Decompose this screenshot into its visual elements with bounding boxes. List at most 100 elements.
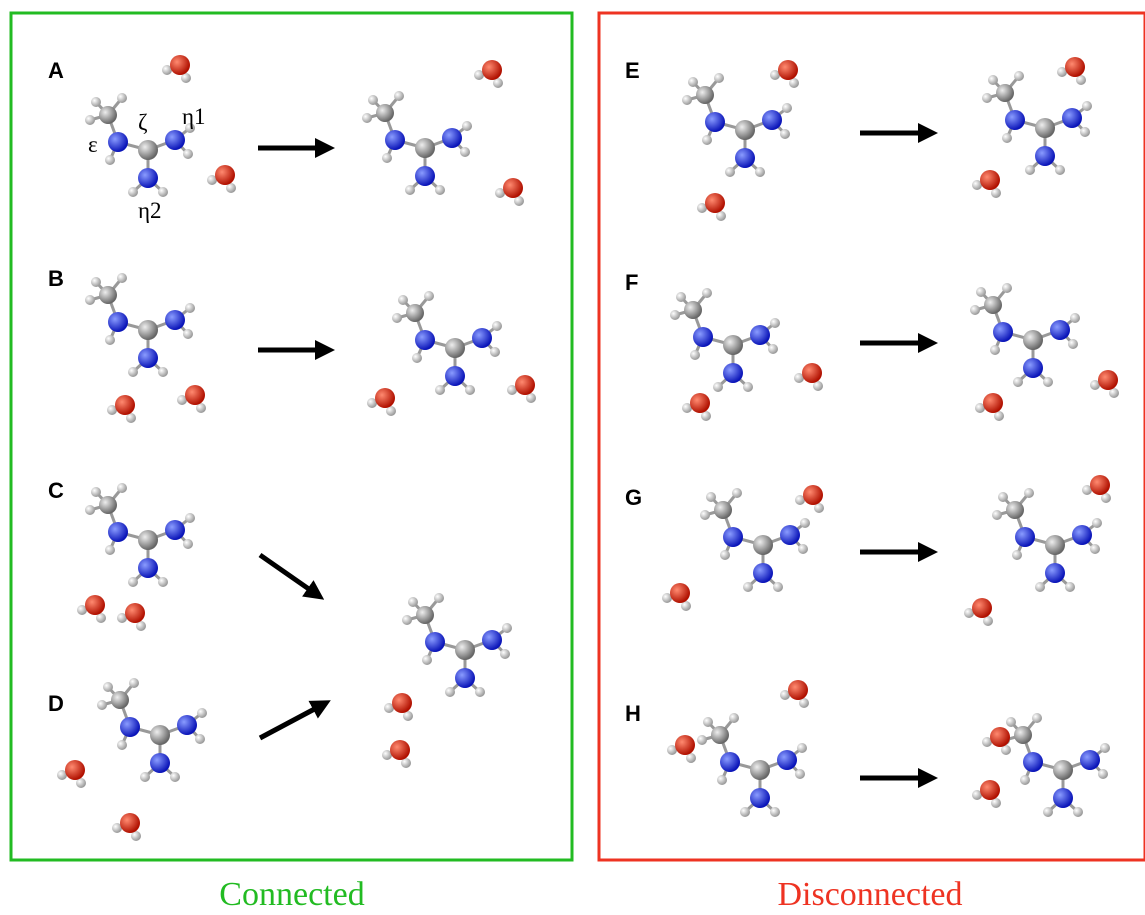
nitrogen [150, 753, 170, 773]
hydrogen [105, 155, 115, 165]
hydrogen [770, 318, 780, 328]
oxygen [802, 363, 822, 383]
hydrogen [702, 135, 712, 145]
nitrogen [753, 563, 773, 583]
hydrogen [700, 510, 710, 520]
carbon [714, 501, 732, 519]
oxygen [1065, 57, 1085, 77]
hydrogen [795, 769, 805, 779]
hydrogen [183, 149, 193, 159]
hydrogen [117, 93, 127, 103]
nitrogen [120, 717, 140, 737]
figure: A B C D E F G H ε ζ η1 η2 Connected Disc… [0, 0, 1145, 915]
carbon [753, 535, 773, 555]
oxygen [125, 603, 145, 623]
nitrogen [750, 325, 770, 345]
hydrogen [720, 550, 730, 560]
hydrogen [755, 167, 765, 177]
hydrogen [85, 115, 95, 125]
hydrogen [1068, 339, 1078, 349]
hydrogen [976, 287, 986, 297]
hydrogen [91, 97, 101, 107]
hydrogen [158, 577, 168, 587]
oxygen [390, 740, 410, 760]
oxygen [185, 385, 205, 405]
nitrogen [138, 558, 158, 578]
nitrogen [1050, 320, 1070, 340]
nitrogen [1053, 788, 1073, 808]
hydrogen [1002, 133, 1012, 143]
panel-label: D [48, 691, 64, 716]
carbon [1045, 535, 1065, 555]
nitrogen [693, 327, 713, 347]
hydrogen [1024, 488, 1034, 498]
hydrogen [1012, 550, 1022, 560]
nitrogen [1023, 358, 1043, 378]
molecules [57, 55, 1119, 841]
carbon [415, 138, 435, 158]
oxygen [375, 388, 395, 408]
hydrogen [676, 292, 686, 302]
carbon [406, 304, 424, 322]
hydrogen [743, 582, 753, 592]
hydrogen [725, 167, 735, 177]
hydrogen [129, 678, 139, 688]
nitrogen [780, 525, 800, 545]
hydrogen [1092, 518, 1102, 528]
group-title: Disconnected [777, 876, 962, 913]
hydrogen [117, 483, 127, 493]
nitrogen [720, 752, 740, 772]
hydrogen [170, 772, 180, 782]
nitrogen [1062, 108, 1082, 128]
hydrogen [1073, 807, 1083, 817]
nitrogen [1072, 525, 1092, 545]
hydrogen [392, 313, 402, 323]
hydrogen [97, 700, 107, 710]
hydrogen [103, 682, 113, 692]
hydrogen [362, 113, 372, 123]
atom-label: ζ [138, 110, 148, 135]
nitrogen [138, 348, 158, 368]
hydrogen [1014, 71, 1024, 81]
carbon [1053, 760, 1073, 780]
hydrogen [475, 687, 485, 697]
hydrogen [797, 743, 807, 753]
hydrogen [412, 353, 422, 363]
hydrogen [445, 687, 455, 697]
hydrogen [670, 310, 680, 320]
hydrogen [500, 649, 510, 659]
oxygen [972, 598, 992, 618]
hydrogen [690, 350, 700, 360]
hydrogen [702, 288, 712, 298]
panel-label: G [625, 485, 642, 510]
nitrogen [705, 112, 725, 132]
carbon [455, 640, 475, 660]
nitrogen [762, 110, 782, 130]
hydrogen [105, 335, 115, 345]
oxygen [990, 727, 1010, 747]
hydrogen [394, 91, 404, 101]
nitrogen [165, 520, 185, 540]
hydrogen [91, 487, 101, 497]
hydrogen [782, 103, 792, 113]
hydrogen [435, 185, 445, 195]
hydrogen [703, 717, 713, 727]
oxygen [85, 595, 105, 615]
nitrogen [482, 630, 502, 650]
hydrogen [460, 147, 470, 157]
carbon [750, 760, 770, 780]
hydrogen [185, 513, 195, 523]
oxygen [670, 583, 690, 603]
panel-label: A [48, 58, 64, 83]
carbon [984, 296, 1002, 314]
hydrogen [117, 273, 127, 283]
hydrogen [85, 505, 95, 515]
hydrogen [1043, 377, 1053, 387]
carbon [996, 84, 1014, 102]
oxygen [1090, 475, 1110, 495]
hydrogen [117, 740, 127, 750]
carbon [150, 725, 170, 745]
hydrogen [1032, 713, 1042, 723]
hydrogen [462, 121, 472, 131]
nitrogen [1023, 752, 1043, 772]
